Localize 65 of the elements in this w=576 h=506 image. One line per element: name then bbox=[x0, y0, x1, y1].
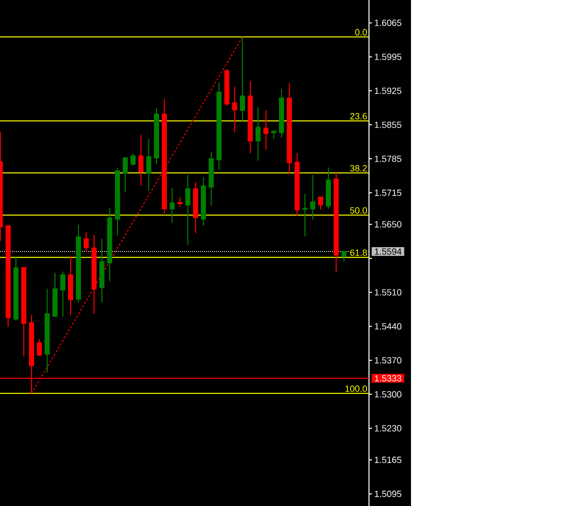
candlestick bbox=[13, 255, 18, 321]
candlestick bbox=[76, 224, 81, 304]
y-tick-label: 1.5715 bbox=[374, 190, 402, 196]
y-tick-label: 1.5165 bbox=[374, 456, 402, 464]
y-tick-label: 1.5650 bbox=[374, 221, 402, 228]
y-tick-label: 1.5230 bbox=[374, 425, 402, 432]
candlestick bbox=[44, 288, 50, 373]
candlestick bbox=[200, 176, 206, 226]
candlestick bbox=[130, 152, 136, 166]
candlestick bbox=[310, 174, 316, 220]
candlestick bbox=[138, 134, 144, 186]
candlestick bbox=[21, 266, 26, 357]
y-tick-label: 1.5510 bbox=[374, 289, 402, 296]
candlestick bbox=[278, 88, 284, 138]
annotation: 23.6 bbox=[350, 113, 367, 120]
candlestick bbox=[256, 106, 261, 162]
candlestick bbox=[114, 168, 120, 236]
candlestick bbox=[154, 108, 160, 165]
annotation: 61.8 bbox=[350, 250, 367, 256]
y-tick-label: 1.5440 bbox=[374, 323, 402, 330]
candlestick bbox=[318, 196, 324, 210]
y-tick-label: 1.5925 bbox=[374, 88, 402, 94]
candlestick bbox=[52, 272, 58, 318]
candlestick bbox=[60, 270, 66, 318]
candlestick bbox=[122, 156, 128, 192]
annotation: 38.2 bbox=[350, 165, 367, 172]
y-tick-label: 1.5785 bbox=[374, 156, 402, 162]
ref-line-label: 1.5594 bbox=[374, 248, 402, 255]
candlestick bbox=[36, 338, 42, 356]
y-tick-label: 1.6065 bbox=[374, 20, 402, 26]
candlestick bbox=[263, 110, 268, 150]
ref-line-label: 1.5333 bbox=[374, 375, 402, 382]
candlestick bbox=[240, 36, 245, 122]
candlestick bbox=[146, 138, 152, 192]
y-tick-label: 1.5370 bbox=[374, 357, 402, 364]
candlestick bbox=[216, 82, 222, 170]
candlestick bbox=[334, 172, 339, 273]
annotation: 50.0 bbox=[350, 207, 367, 214]
candlestick bbox=[294, 152, 300, 216]
candlestick bbox=[341, 251, 347, 262]
candlestick bbox=[177, 196, 183, 208]
annotation: 100.0 bbox=[345, 385, 367, 392]
candlestick bbox=[326, 167, 331, 210]
y-tick-label: 1.5095 bbox=[374, 490, 402, 498]
candlestick bbox=[271, 130, 276, 140]
candlestick bbox=[84, 232, 89, 253]
candlestick bbox=[162, 98, 167, 214]
candlestick bbox=[208, 151, 214, 206]
candlestick bbox=[232, 86, 238, 134]
candlestick bbox=[185, 174, 190, 246]
y-tick-label: 1.5995 bbox=[374, 54, 402, 60]
candlestick bbox=[286, 82, 292, 174]
candlestick bbox=[92, 234, 97, 314]
y-tick-label: 1.5855 bbox=[374, 122, 402, 128]
candlestick bbox=[248, 80, 253, 154]
candlestick bbox=[99, 238, 104, 304]
candlestick bbox=[6, 225, 11, 328]
y-tick-label: 1.5300 bbox=[374, 391, 402, 398]
annotation: 0.0 bbox=[355, 29, 367, 36]
candlestick bbox=[302, 193, 308, 237]
candlestick bbox=[193, 182, 198, 234]
candlestick bbox=[68, 255, 74, 316]
candlestick bbox=[170, 187, 175, 224]
candlestick bbox=[107, 207, 112, 282]
candlestick bbox=[224, 68, 230, 106]
